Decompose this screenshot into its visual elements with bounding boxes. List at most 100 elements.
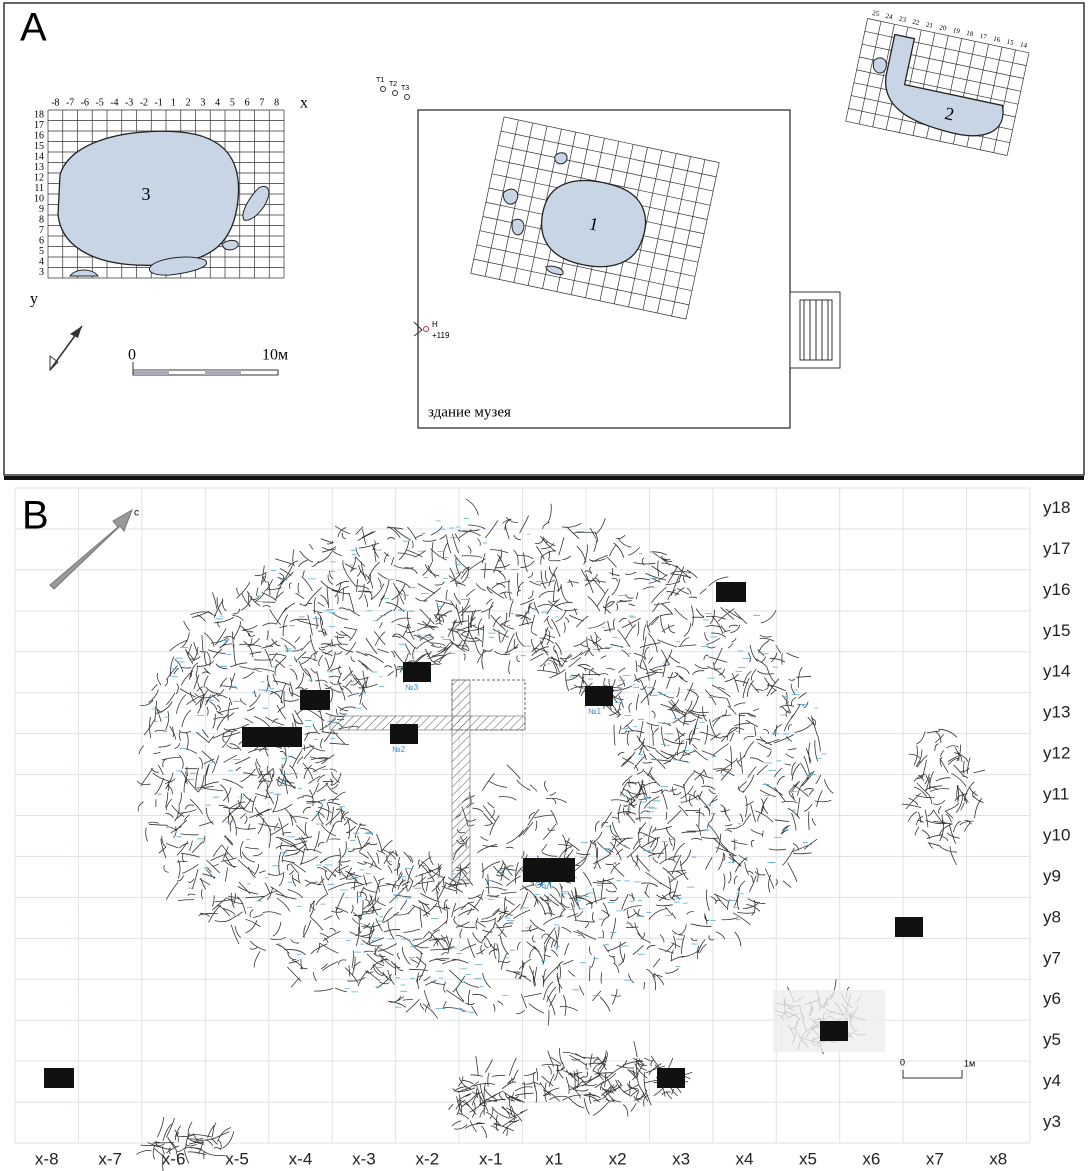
x-grid-label: x3 <box>672 1149 690 1168</box>
scale-label: 0 <box>128 347 136 364</box>
axis-label: x <box>300 95 308 112</box>
pit-outline <box>872 57 887 74</box>
grid-column-label: 16 <box>992 35 1001 44</box>
entrance-stairs <box>789 291 841 369</box>
y-grid-label: y17 <box>1043 539 1070 558</box>
y-grid-label: y4 <box>1043 1071 1061 1090</box>
square-label: №2 <box>392 745 406 754</box>
sample-square <box>585 686 613 706</box>
grid-column-label: 19 <box>952 26 961 35</box>
pit-outline <box>148 256 208 276</box>
y-grid-label: y11 <box>1043 785 1069 804</box>
y-grid-label: y13 <box>1043 703 1070 722</box>
scale-bar <box>902 1070 963 1079</box>
benchmark-elevation: +119 <box>432 331 450 340</box>
grid-row-label: 8 <box>39 215 44 226</box>
pit-outline <box>57 130 240 266</box>
pit-number: 1 <box>587 213 600 234</box>
grid-column-label: -4 <box>110 97 118 108</box>
markers: T1 T2 T3 <box>376 77 410 100</box>
y-grid-label: y12 <box>1043 744 1070 763</box>
x-grid-label: x-3 <box>352 1149 376 1168</box>
benchmark-label: H <box>432 320 438 329</box>
grid-column-label: 2 <box>186 97 191 108</box>
x-grid-label: x-8 <box>35 1149 59 1168</box>
grid-lines <box>845 18 1030 156</box>
x-grid-label: x-4 <box>289 1149 313 1168</box>
marker-label: T3 <box>401 85 409 92</box>
x-grid-label: x4 <box>736 1149 754 1168</box>
grid-column-label: 21 <box>925 20 934 29</box>
x-grid-label: x-6 <box>162 1149 186 1168</box>
x-grid-label: x1 <box>545 1149 563 1168</box>
north-label: с <box>134 508 139 519</box>
y-grid-label: y10 <box>1043 825 1070 844</box>
grid-row-label: 6 <box>39 236 44 247</box>
y-grid-label: y9 <box>1043 866 1061 885</box>
grid-row-label: 11 <box>34 183 44 194</box>
sample-square <box>44 1068 74 1088</box>
sample-square <box>242 727 302 747</box>
x-grid-label: x6 <box>862 1149 880 1168</box>
sample-square <box>300 690 330 710</box>
grid-2: 25 24 23 22 21 20 19 18 17 16 15 14 <box>845 9 1030 156</box>
marker-label: T1 <box>376 77 384 84</box>
scale-label: 1м <box>964 1058 975 1068</box>
x-grid-label: x2 <box>609 1149 627 1168</box>
square-label: №1 <box>588 707 602 716</box>
pit-outline <box>221 239 239 251</box>
y-grid-label: y18 <box>1043 498 1070 517</box>
grid-column-label: 25 <box>871 9 880 18</box>
grid-b: x-8 x-7 x-6 x-5 x-4 x-3 x-2 x-1 x1 x2 x3 x4 x5 x6 x7 x8… <box>14 487 1070 1168</box>
grid-column-label: 1 <box>171 97 176 108</box>
sample-squares <box>44 582 923 1088</box>
grid-column-label: 24 <box>885 12 894 21</box>
x-grid-label: x-5 <box>225 1149 249 1168</box>
grid-row-label: 14 <box>34 152 44 163</box>
grid-row-label: 9 <box>39 204 44 215</box>
y-grid-label: y5 <box>1043 1030 1061 1049</box>
x-grid-label: x5 <box>799 1149 817 1168</box>
grid-row-label: 12 <box>34 173 44 184</box>
north-arrow <box>49 325 83 372</box>
grid-row-label: 10 <box>34 194 44 205</box>
pit-outline <box>554 152 568 165</box>
grid-column-label: 5 <box>230 97 235 108</box>
grid-column-label: 18 <box>966 29 975 38</box>
pit-number: 2 <box>943 103 956 124</box>
panel-label: B <box>22 494 49 538</box>
grid-column-label: -2 <box>140 97 148 108</box>
grid-row-label: 3 <box>39 267 44 278</box>
pit-outline <box>68 269 100 277</box>
sample-square <box>657 1068 685 1088</box>
grid-column-label: 23 <box>898 15 907 24</box>
pit-outline <box>242 185 270 221</box>
grid-row-label: 4 <box>39 257 44 268</box>
y-grid-label: y6 <box>1043 989 1061 1008</box>
y-grid-label: y3 <box>1043 1112 1061 1131</box>
grid-column-label: 6 <box>245 97 250 108</box>
panel-a-frame <box>3 2 1085 476</box>
sample-square <box>895 917 923 937</box>
grid-row-label: 16 <box>34 131 44 142</box>
bone-outlines <box>136 498 986 1171</box>
sample-square <box>390 724 418 744</box>
grid-row-label: 13 <box>34 162 44 173</box>
grid-column-label: 8 <box>274 97 279 108</box>
sample-square <box>716 582 746 602</box>
building-outline <box>417 109 791 429</box>
pit-outline <box>885 33 1004 137</box>
sample-square <box>523 858 575 882</box>
pit-number: 3 <box>142 184 151 204</box>
y-grid-label: y16 <box>1043 580 1070 599</box>
marker-label: T2 <box>389 81 397 88</box>
y-grid-label: y8 <box>1043 907 1061 926</box>
pit-outline <box>540 179 647 268</box>
grid-row-label: 18 <box>34 110 44 121</box>
x-grid-label: x-2 <box>416 1149 440 1168</box>
grid-row-label: 7 <box>39 225 44 236</box>
grid-column-label: 17 <box>979 32 988 41</box>
x-grid-label: x-1 <box>479 1149 503 1168</box>
grid-column-label: -7 <box>66 97 74 108</box>
building-label: здание музея <box>428 404 511 420</box>
